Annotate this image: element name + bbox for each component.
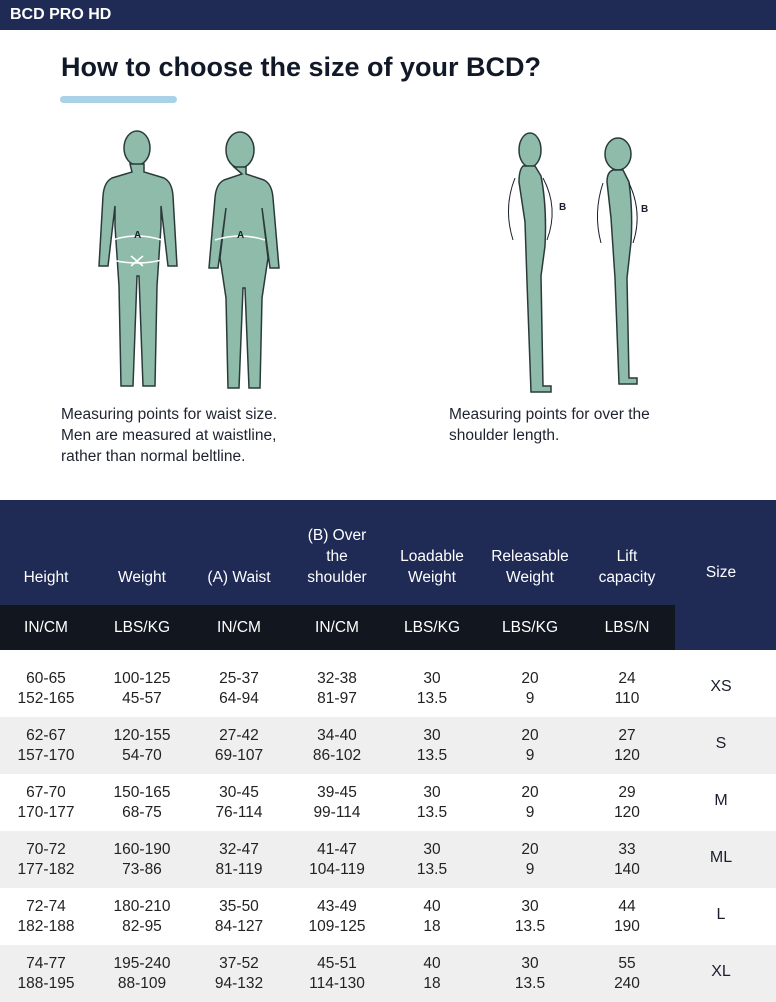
table-cell: 30 13.5 (514, 955, 546, 992)
unit-label: IN/CM (315, 619, 359, 636)
side-figures-shoulder-illustration: B B (507, 132, 648, 393)
column-header: Lift capacity (598, 548, 656, 586)
table-cell: 27-42 69-107 (214, 727, 264, 764)
unit-label: LBS/KG (404, 619, 460, 636)
table-cell: 70-72 177-182 (17, 841, 75, 878)
table-row: 74-77 188-195 195-240 88-109 37-52 94-132 45-5… (0, 945, 776, 1002)
waist-caption: Measuring points for waist size. Men are … (61, 406, 278, 465)
table-cell: 30 13.5 (514, 898, 546, 935)
shoulder-caption: Measuring points for over the shoulder le… (449, 406, 650, 444)
column-header: (B) Over the shoulder (307, 527, 367, 586)
table-row: 67-70 170-177 150-165 68-75 30-45 76-114 39-45… (0, 774, 776, 831)
table-cell: 74-77 188-195 (17, 955, 75, 992)
unit-label: LBS/KG (502, 619, 558, 636)
table-cell: 67-70 170-177 (17, 784, 75, 821)
table-cell: 35-50 84-127 (214, 898, 264, 935)
unit-label: LBS/N (604, 619, 650, 636)
size-label: S (715, 735, 727, 752)
table-cell: 34-40 86-102 (312, 727, 362, 764)
table-row: 70-72 177-182 160-190 73-86 32-47 81-119 41-47… (0, 831, 776, 888)
column-header: (A) Waist (207, 569, 271, 586)
table-cell: 44 190 (614, 898, 640, 935)
column-header: Releasable Weight (491, 548, 569, 586)
page-title: How to choose the size of your BCD? (61, 52, 542, 82)
front-figures-waist-illustration: A A (98, 130, 280, 389)
table-cell: 27 120 (614, 727, 640, 764)
table-cell: 37-52 94-132 (214, 955, 264, 992)
table-cell: 29 120 (614, 784, 640, 821)
table-row: 62-67 157-170 120-155 54-70 27-42 69-107 34-40… (0, 717, 776, 774)
unit-label: IN/CM (217, 619, 261, 636)
column-header: Loadable Weight (400, 548, 464, 586)
table-cell: 39-45 99-114 (313, 784, 361, 821)
column-header: Weight (118, 569, 166, 586)
table-cell: 30 13.5 (416, 670, 448, 707)
table-cell: 30 13.5 (416, 841, 448, 878)
label-b-women: B (641, 204, 648, 215)
table-cell: 100-125 45-57 (113, 670, 171, 707)
table-cell: 55 240 (614, 955, 640, 992)
table-cell: 30 13.5 (416, 784, 448, 821)
table-cell: 120-155 54-70 (113, 727, 171, 764)
table-cell: 62-67 157-170 (17, 727, 75, 764)
table-cell: 41-47 104-119 (309, 841, 365, 878)
table-cell: 20 9 (521, 784, 539, 821)
table-cell: 32-47 81-119 (215, 841, 263, 878)
table-row: 72-74 182-188 180-210 82-95 35-50 84-127 43-49… (0, 888, 776, 945)
table-cell: 30 13.5 (416, 727, 448, 764)
unit-label: LBS/KG (114, 619, 170, 636)
title-underline (60, 96, 177, 103)
units-row (0, 605, 675, 650)
label-a-women: A (237, 230, 244, 241)
table-cell: 32-38 81-97 (317, 670, 357, 707)
table-cell: 40 18 (423, 898, 441, 935)
table-cell: 20 9 (521, 727, 539, 764)
table-cell: 30-45 76-114 (215, 784, 263, 821)
table-cell: 150-165 68-75 (113, 784, 171, 821)
table-cell: 33 140 (614, 841, 640, 878)
table-cell: 45-51 114-130 (309, 955, 365, 992)
table-cell: 25-37 64-94 (219, 670, 259, 707)
unit-label: IN/CM (24, 619, 68, 636)
table-cell: 72-74 182-188 (17, 898, 75, 935)
label-b-men: B (559, 202, 566, 213)
table-cell: 60-65 152-165 (17, 670, 75, 707)
label-a-men: A (134, 230, 141, 241)
table-cell: 20 9 (521, 841, 539, 878)
size-label: L (716, 906, 726, 923)
table-cell: 180-210 82-95 (113, 898, 171, 935)
table-row: 60-65 152-165 100-125 45-57 25-37 64-94 32-38 8… (0, 660, 776, 717)
table-cell: 20 9 (521, 670, 539, 707)
size-label: XS (710, 678, 732, 695)
table-cell: 195-240 88-109 (113, 955, 171, 992)
column-header: Size (705, 564, 737, 581)
size-label: ML (709, 849, 733, 866)
size-label: M (714, 792, 728, 809)
table-cell: 40 18 (423, 955, 441, 992)
table-cell: 43-49 109-125 (308, 898, 366, 935)
product-header: BCD PRO HD (0, 0, 776, 30)
table-cell: 160-190 73-86 (113, 841, 171, 878)
size-label: XL (711, 963, 731, 980)
column-header: Height (23, 569, 69, 586)
table-cell: 24 110 (614, 670, 640, 707)
